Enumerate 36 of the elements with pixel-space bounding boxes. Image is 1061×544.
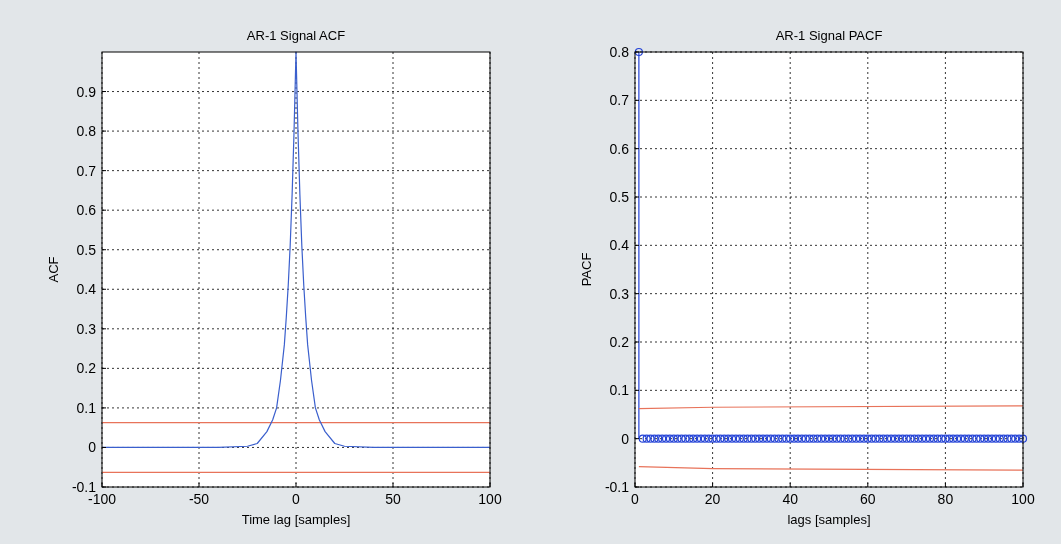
y-tick-label: 0.2 (76, 360, 97, 377)
y-tick-label: 0 (88, 439, 97, 456)
x-axis-title: Time lag [samples] (241, 512, 351, 527)
y-tick-label: 0.5 (76, 241, 97, 258)
y-axis-title: ACF (46, 256, 61, 283)
y-tick-label: 0.6 (609, 140, 630, 157)
x-tick-label: 20 (704, 491, 721, 507)
x-tick-label: 100 (478, 491, 502, 507)
x-tick-label: 60 (860, 491, 876, 507)
y-tick-label: 0.2 (609, 334, 630, 350)
y-tick-label: 0.1 (76, 399, 97, 416)
y-tick-label: 0.6 (76, 202, 97, 219)
y-tick-label: 0.8 (76, 123, 97, 140)
y-tick-label: 0.7 (76, 162, 97, 179)
y-tick-label: 0.5 (609, 189, 630, 205)
y-tick-label: 0 (621, 430, 630, 447)
chart-title: AR-1 Signal PACF (775, 28, 883, 43)
y-tick-label: 0.3 (76, 320, 97, 337)
x-tick-label: 0 (631, 491, 640, 507)
y-tick-label: 0.1 (609, 382, 630, 399)
y-tick-label: 0.4 (609, 237, 630, 254)
y-tick-label: -0.1 (604, 479, 630, 495)
x-tick-label: 0 (292, 491, 301, 507)
x-tick-label: 40 (782, 491, 799, 507)
y-axis-title: PACF (579, 252, 594, 287)
x-axis-title: lags [samples] (787, 512, 871, 527)
x-tick-label: -50 (188, 491, 210, 507)
x-tick-label: 100 (1011, 491, 1035, 507)
x-tick-label: 50 (385, 491, 401, 507)
y-tick-label: 0.7 (609, 92, 630, 109)
y-tick-label: 0.4 (76, 281, 97, 298)
y-tick-label: 0.8 (609, 44, 630, 60)
x-tick-label: 80 (937, 491, 954, 507)
chart-title: AR-1 Signal ACF (246, 28, 346, 43)
y-tick-label: 0.9 (76, 83, 97, 100)
y-tick-label: 0.3 (609, 285, 630, 302)
